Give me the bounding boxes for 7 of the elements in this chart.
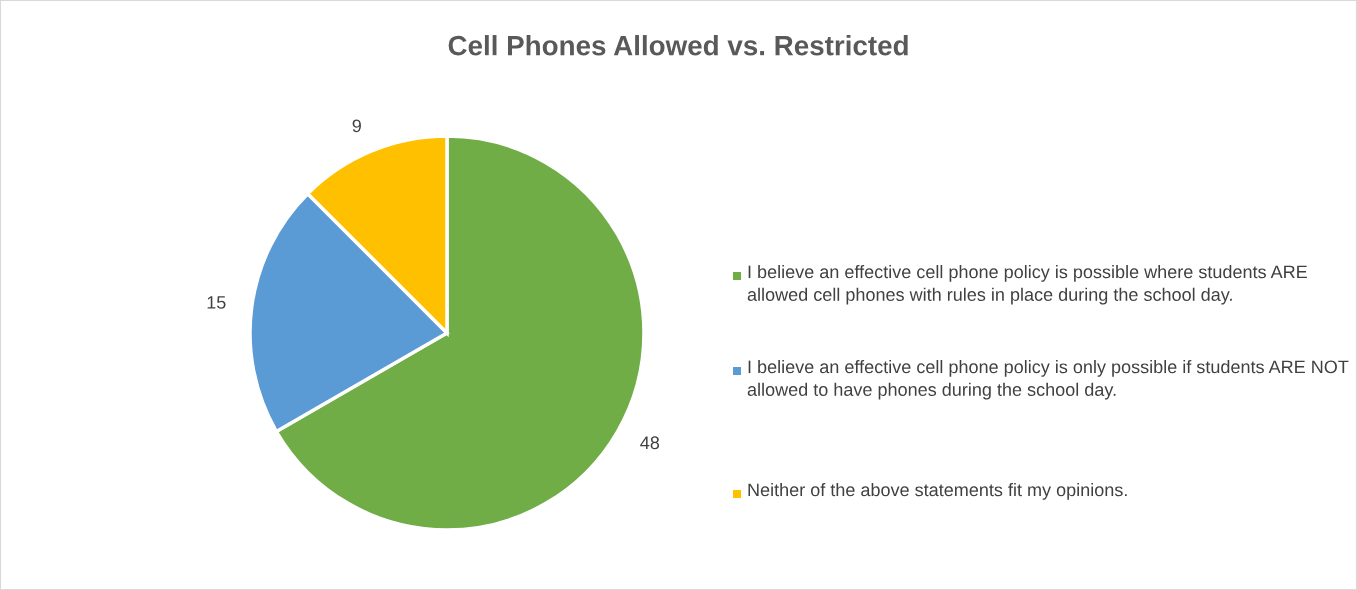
legend-label: I believe an effective cell phone policy is only possible if students ARE NOT allowed to have phones during the school day. xyxy=(747,360,1349,400)
legend-label: I believe an effective cell phone policy is possible where students ARE allowed cell phones with rules in place during the school day. xyxy=(747,265,1307,305)
data-label: 15 xyxy=(207,296,226,309)
data-label: 48 xyxy=(640,436,660,450)
chart-title: Cell Phones Allowed vs. Restricted xyxy=(448,35,908,56)
legend-label: Neither of the above statements fit my opinions. xyxy=(748,483,1127,500)
data-label: 9 xyxy=(352,119,361,133)
